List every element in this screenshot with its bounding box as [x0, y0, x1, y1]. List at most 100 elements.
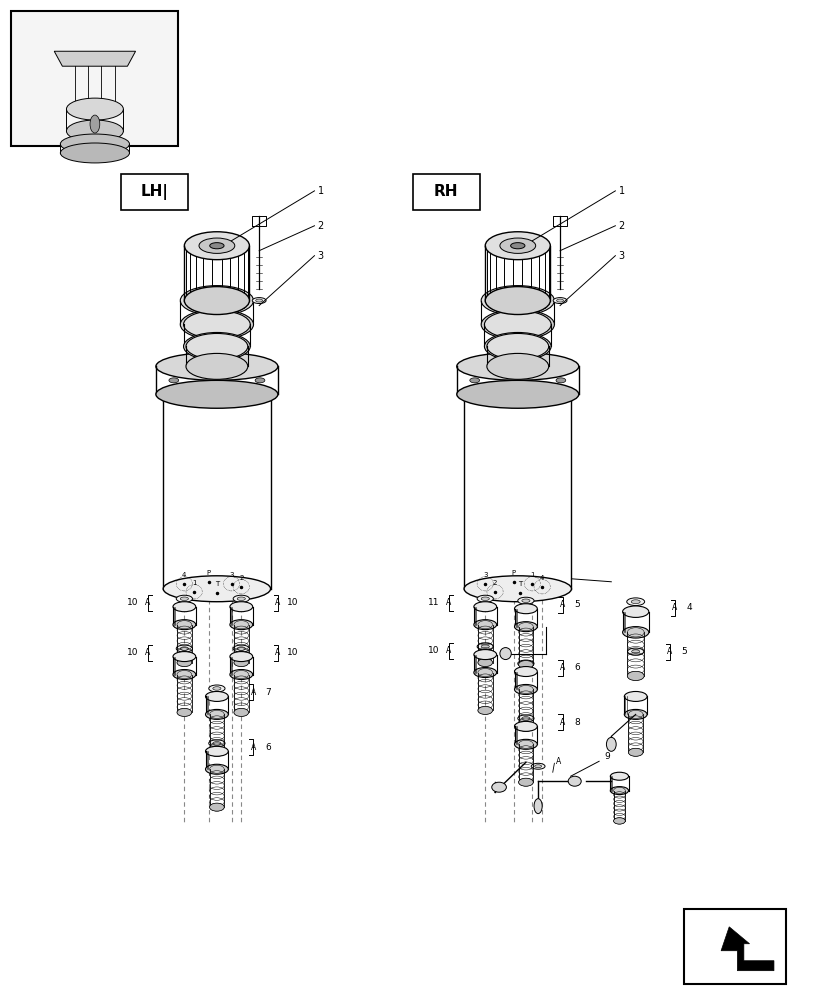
- Text: LH|: LH|: [140, 184, 168, 200]
- Ellipse shape: [210, 803, 224, 811]
- Ellipse shape: [60, 134, 130, 154]
- Ellipse shape: [176, 645, 193, 652]
- Ellipse shape: [481, 310, 554, 339]
- Ellipse shape: [184, 287, 250, 315]
- Ellipse shape: [474, 668, 497, 678]
- Ellipse shape: [470, 378, 480, 383]
- Ellipse shape: [237, 597, 246, 600]
- Ellipse shape: [234, 659, 249, 667]
- Ellipse shape: [627, 598, 645, 606]
- Text: 4: 4: [686, 603, 692, 612]
- Text: P: P: [512, 570, 516, 576]
- Ellipse shape: [237, 647, 246, 650]
- Ellipse shape: [518, 715, 534, 722]
- Text: A: A: [251, 743, 256, 752]
- Ellipse shape: [515, 739, 537, 749]
- Ellipse shape: [230, 670, 253, 680]
- Polygon shape: [54, 51, 135, 66]
- Ellipse shape: [230, 602, 253, 612]
- Ellipse shape: [500, 648, 512, 660]
- Ellipse shape: [184, 311, 251, 338]
- Ellipse shape: [173, 620, 196, 630]
- Text: 9: 9: [605, 752, 610, 761]
- Ellipse shape: [177, 659, 192, 667]
- Ellipse shape: [500, 238, 535, 253]
- Ellipse shape: [515, 604, 537, 614]
- Ellipse shape: [486, 287, 550, 315]
- Text: 3: 3: [619, 251, 625, 261]
- Text: 10: 10: [286, 598, 299, 607]
- Ellipse shape: [481, 286, 554, 316]
- Ellipse shape: [632, 600, 641, 604]
- Ellipse shape: [477, 595, 494, 602]
- Ellipse shape: [486, 232, 550, 260]
- Ellipse shape: [478, 659, 493, 667]
- Ellipse shape: [169, 378, 179, 383]
- Text: 10: 10: [286, 648, 299, 657]
- Ellipse shape: [156, 380, 278, 408]
- Ellipse shape: [487, 353, 548, 379]
- Ellipse shape: [156, 352, 278, 380]
- Ellipse shape: [230, 652, 253, 662]
- Ellipse shape: [515, 622, 537, 632]
- Ellipse shape: [522, 662, 530, 665]
- Ellipse shape: [628, 748, 643, 756]
- Text: 2: 2: [317, 221, 324, 231]
- Ellipse shape: [66, 98, 123, 120]
- Text: 8: 8: [574, 718, 580, 727]
- Text: 3: 3: [229, 572, 233, 578]
- Ellipse shape: [234, 708, 249, 716]
- Ellipse shape: [90, 115, 100, 133]
- Text: 1: 1: [530, 572, 534, 578]
- Ellipse shape: [485, 332, 551, 360]
- Text: 3: 3: [317, 251, 324, 261]
- Text: A: A: [556, 757, 561, 766]
- Ellipse shape: [519, 778, 533, 786]
- Text: A: A: [275, 598, 281, 607]
- Ellipse shape: [519, 661, 533, 669]
- Text: A: A: [145, 598, 150, 607]
- Text: A: A: [275, 648, 281, 657]
- Ellipse shape: [210, 748, 224, 756]
- Ellipse shape: [180, 310, 254, 339]
- Ellipse shape: [186, 353, 248, 379]
- Text: A: A: [446, 598, 451, 607]
- Text: T: T: [518, 581, 522, 587]
- Ellipse shape: [213, 687, 221, 690]
- Text: 1: 1: [192, 580, 197, 586]
- Text: A: A: [560, 663, 565, 672]
- Text: 7: 7: [265, 688, 271, 697]
- Text: 6: 6: [265, 743, 271, 752]
- Ellipse shape: [186, 333, 248, 359]
- Text: 4: 4: [540, 575, 544, 581]
- Ellipse shape: [534, 765, 542, 768]
- Ellipse shape: [210, 243, 224, 249]
- Ellipse shape: [477, 643, 494, 650]
- Text: A: A: [446, 646, 451, 655]
- Ellipse shape: [485, 311, 551, 338]
- Ellipse shape: [206, 764, 228, 774]
- Text: A: A: [145, 648, 150, 657]
- Ellipse shape: [184, 232, 250, 260]
- Ellipse shape: [522, 717, 530, 720]
- Ellipse shape: [60, 143, 130, 163]
- Text: 2: 2: [619, 221, 625, 231]
- Text: 10: 10: [428, 646, 440, 655]
- Polygon shape: [721, 927, 774, 971]
- Ellipse shape: [624, 691, 647, 701]
- Ellipse shape: [624, 709, 647, 719]
- Text: 1: 1: [619, 186, 625, 196]
- Text: 2: 2: [239, 575, 243, 581]
- Ellipse shape: [180, 597, 188, 600]
- Bar: [685, 909, 786, 984]
- Text: 5: 5: [574, 600, 580, 609]
- Ellipse shape: [478, 706, 493, 714]
- Ellipse shape: [481, 597, 490, 600]
- Ellipse shape: [173, 602, 196, 612]
- Bar: [11, 11, 178, 146]
- Ellipse shape: [518, 660, 534, 667]
- Ellipse shape: [623, 627, 649, 638]
- Ellipse shape: [176, 595, 193, 602]
- Ellipse shape: [632, 650, 640, 653]
- Ellipse shape: [487, 333, 548, 359]
